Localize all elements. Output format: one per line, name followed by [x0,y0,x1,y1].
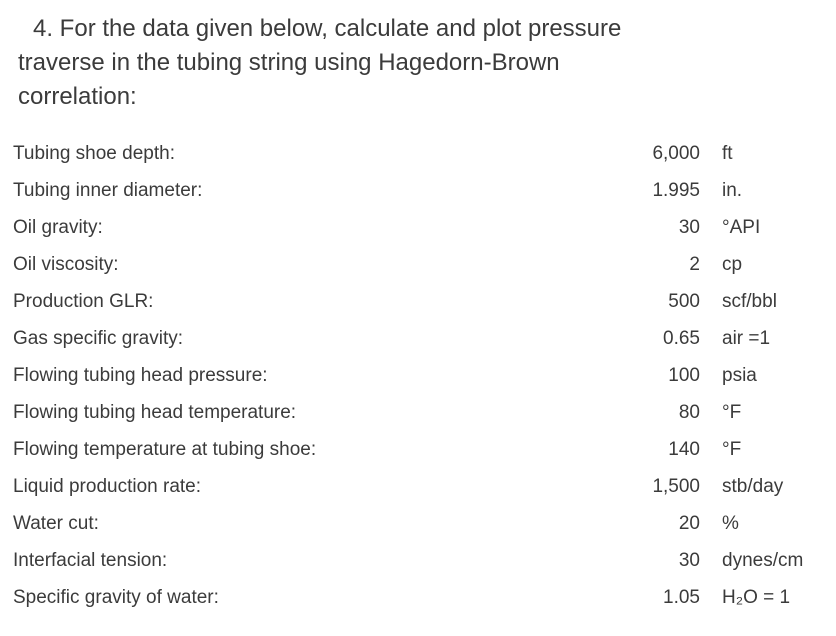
table-row: Water cut: 20 % [0,505,836,542]
row-value: 2 [689,254,700,275]
table-row: Tubing inner diameter: 1.995 in. [0,172,836,209]
row-unit: stb/day [722,476,784,497]
row-label: Water cut: [13,513,99,534]
row-label: Tubing inner diameter: [13,180,203,201]
row-unit: cp [722,254,743,275]
table-row: Interfacial tension: 30 dynes/cm [0,542,836,579]
row-value: 500 [668,291,700,312]
row-value: 1.995 [652,180,700,201]
row-value: 80 [678,402,700,423]
row-value: 30 [678,550,700,571]
row-value: 0.65 [663,328,700,349]
row-label: Tubing shoe depth: [13,143,175,164]
table-row: Tubing shoe depth: 6,000 ft [0,135,836,172]
row-unit: % [722,513,739,534]
problem-statement: 4. For the data given below, calculate a… [0,12,836,114]
row-label: Flowing tubing head pressure: [13,365,268,386]
row-value: 140 [668,439,700,460]
table-row: Specific gravity of water: 1.05 H₂O = 1 [0,579,836,616]
table-row: Gas specific gravity: 0.65 air =1 [0,320,836,357]
table-row: Flowing tubing head pressure: 100 psia [0,357,836,394]
row-unit: psia [722,365,757,386]
row-label: Oil viscosity: [13,254,119,275]
table-row: Oil gravity: 30 °API [0,209,836,246]
table-row: Liquid production rate: 1,500 stb/day [0,468,836,505]
row-label: Flowing tubing head temperature: [13,402,297,423]
row-label: Gas specific gravity: [13,328,183,349]
row-unit: °API [722,217,761,238]
row-unit: ft [722,143,733,164]
row-unit: dynes/cm [722,550,804,571]
row-unit: scf/bbl [722,291,777,312]
row-unit: °F [722,402,742,423]
row-value: 20 [678,513,700,534]
row-value: 1,500 [652,476,700,497]
row-unit: air =1 [722,328,771,349]
row-label: Specific gravity of water: [13,587,219,608]
row-label: Production GLR: [13,291,154,312]
parameters-table: Tubing shoe depth: 6,000 ft Tubing inner… [0,135,836,616]
row-unit: °F [722,439,742,460]
row-label: Interfacial tension: [13,550,168,571]
row-unit: H₂O = 1 [722,587,791,608]
row-label: Liquid production rate: [13,476,202,497]
heading-line-1: 4. For the data given below, calculate a… [33,15,622,42]
row-unit: in. [722,180,743,201]
table-row: Flowing tubing head temperature: 80 °F [0,394,836,431]
table-row: Flowing temperature at tubing shoe: 140 … [0,431,836,468]
row-label: Flowing temperature at tubing shoe: [13,439,317,460]
table-row: Oil viscosity: 2 cp [0,246,836,283]
row-value: 1.05 [663,587,700,608]
heading-line-3: correlation: [18,83,137,110]
row-value: 6,000 [652,143,700,164]
table-row: Production GLR: 500 scf/bbl [0,283,836,320]
row-value: 100 [668,365,700,386]
heading-line-2: traverse in the tubing string using Hage… [18,49,560,76]
row-label: Oil gravity: [13,217,103,238]
row-value: 30 [678,217,700,238]
